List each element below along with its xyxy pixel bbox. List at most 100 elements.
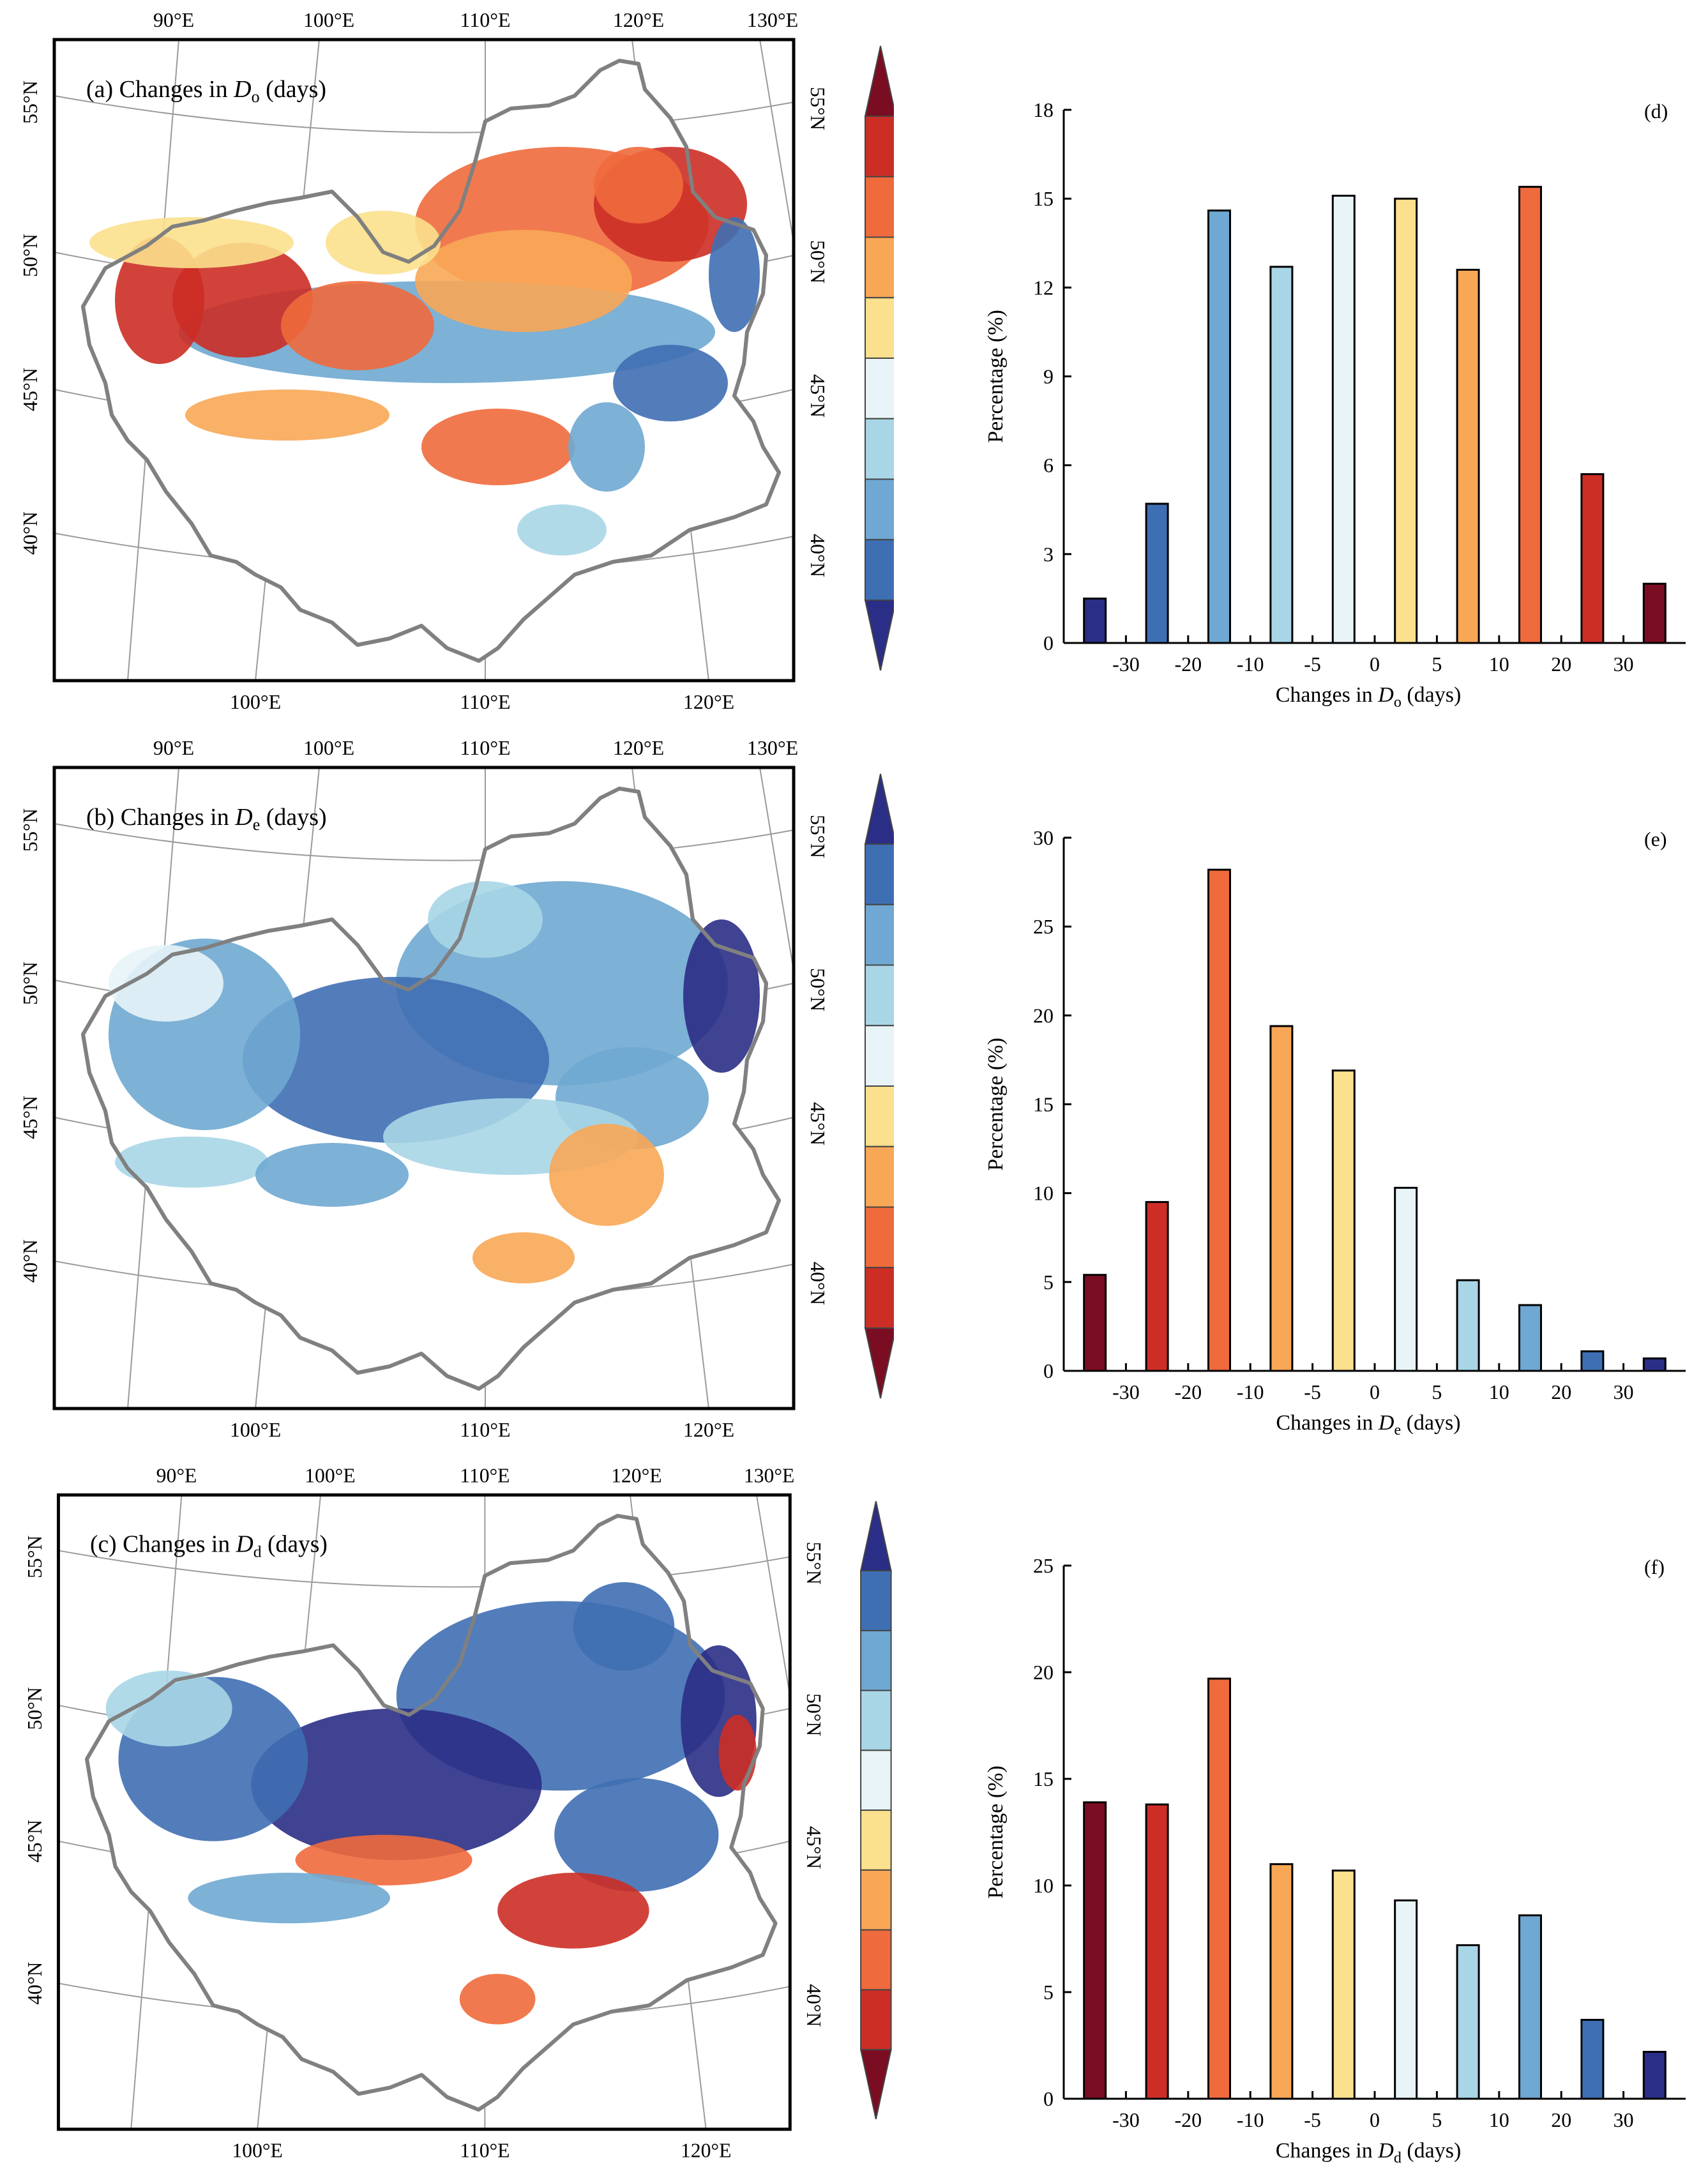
colorbar-segment [860, 1749, 892, 1811]
right-latitude-label: 45°N [803, 1826, 825, 1869]
color-patch [105, 1670, 232, 1747]
color-patch [415, 230, 632, 332]
left-latitude-label: 40°N [19, 1239, 42, 1283]
top-longitude-label: 120°E [613, 8, 664, 31]
x-tick-label: -5 [1304, 1380, 1321, 1403]
colorbar-bottom-triangle [864, 600, 894, 671]
color-patch [89, 217, 294, 268]
right-latitude-label: 50°N [806, 968, 829, 1011]
x-tick-label: 10 [1489, 2108, 1509, 2131]
y-tick-label: 6 [1043, 454, 1054, 477]
color-patch [251, 1708, 542, 1861]
color-patch [172, 243, 313, 358]
histogram-panel-d: 0 3 6 9 12 15 18 -30 -20 -10 -5 0 5 10 20 30 (d) Percenta… [984, 98, 1686, 711]
top-longitude-label: 90°E [153, 8, 194, 31]
bar-3 [1269, 1025, 1294, 1372]
top-longitude-label: 130°E [747, 8, 798, 31]
top-longitude-label: 90°E [153, 736, 194, 759]
map-group: (b) Changes in De (days) 90°E 100°E 110°E 12… [19, 736, 894, 1441]
parallel-line [54, 95, 794, 133]
x-tick-label: 5 [1432, 1380, 1442, 1403]
colorbar-segment [865, 964, 894, 1027]
top-longitude-label: 130°E [744, 1465, 794, 1487]
left-latitude-label: 50°N [19, 234, 42, 277]
panel-label: (a) Changes in Do (days) [86, 76, 326, 106]
meridian-line [755, 1495, 791, 1696]
colorbar-segment [865, 1085, 894, 1147]
color-patch [709, 217, 760, 332]
colorbar-top-triangle [864, 45, 894, 117]
bar-5 [1394, 1186, 1418, 1372]
bar-5 [1394, 1899, 1418, 2100]
x-tick-label: 10 [1489, 653, 1509, 676]
bar-9 [1642, 1357, 1666, 1372]
parallel-line [54, 823, 794, 861]
x-tick-label: -30 [1112, 653, 1140, 676]
colorbar-segment [865, 236, 894, 299]
bottom-longitude-label: 100°E [232, 2139, 282, 2161]
bar-2 [1207, 868, 1231, 1372]
bar-8 [1580, 2018, 1605, 2100]
bottom-longitude-label: 110°E [460, 690, 510, 713]
right-latitude-label: 45°N [806, 374, 829, 418]
color-patch [185, 389, 389, 441]
panel-label: (e) [1644, 827, 1667, 850]
color-patch [568, 402, 645, 492]
colorbar-bottom-triangle [859, 2049, 892, 2120]
color-patch [613, 345, 728, 421]
top-longitude-label: 100°E [303, 736, 354, 759]
map-group: (a) Changes in Do (days) 90°E 100°E 110°E 12… [19, 8, 894, 713]
bar-1 [1145, 502, 1169, 644]
left-latitude-label: 45°N [19, 1096, 42, 1139]
y-tick-label: 25 [1033, 915, 1054, 938]
map-frame [56, 1493, 792, 2131]
left-latitude-label: 45°N [24, 1820, 46, 1862]
left-latitude-label: 45°N [19, 368, 42, 411]
study-region-outline [81, 59, 781, 663]
colorbar-segment [860, 1869, 892, 1931]
x-tick-label: 5 [1432, 653, 1442, 676]
bottom-longitude-label: 110°E [460, 1418, 510, 1441]
color-patch [549, 1124, 664, 1226]
x-tick-label: 20 [1551, 2108, 1571, 2131]
top-longitude-label: 90°E [156, 1465, 197, 1487]
colorbar-segment [860, 1629, 892, 1691]
right-latitude-label: 55°N [806, 87, 829, 130]
colorbar-segment [865, 1025, 894, 1087]
right-latitude-label: 55°N [806, 815, 829, 858]
x-tick-label: -20 [1174, 2108, 1202, 2131]
bar-9 [1642, 2051, 1666, 2100]
left-latitude-label: 55°N [19, 80, 42, 124]
left-latitude-label: 55°N [19, 808, 42, 852]
bar-4 [1331, 1069, 1356, 1372]
bar-8 [1580, 1350, 1605, 1372]
y-tick-label: 20 [1033, 1661, 1054, 1684]
colorbar-segment [860, 1989, 892, 2051]
colorbar-segment [865, 478, 894, 541]
bar-0 [1083, 597, 1107, 644]
y-tick-label: 9 [1043, 365, 1054, 388]
color-patch [497, 1873, 649, 1949]
study-region-outline [81, 787, 781, 1391]
panel-label: (d) [1644, 100, 1668, 123]
bar-9 [1642, 582, 1666, 644]
color-patch [421, 409, 575, 485]
bar-1 [1145, 1803, 1169, 2100]
y-tick-label: 5 [1043, 1271, 1054, 1294]
left-latitude-label: 50°N [19, 962, 42, 1005]
color-patch [281, 281, 434, 370]
colorbar-segment [865, 418, 894, 480]
map-group: (c) Changes in Dd (days) 90°E 100°E 110°E 12… [24, 1465, 892, 2161]
bar-1 [1145, 1201, 1169, 1372]
color-patch [594, 147, 683, 223]
color-patch [459, 1974, 536, 2025]
right-latitude-label: 40°N [806, 1262, 829, 1305]
x-axis-label: Changes in De (days) [1276, 1411, 1460, 1439]
colorbar-segment [865, 176, 894, 238]
bar-6 [1456, 1944, 1480, 2100]
colorbar-bottom-triangle [864, 1327, 894, 1399]
colorbar-segment [865, 1267, 894, 1329]
chart-group: 0 3 6 9 12 15 18 -30 -20 -10 -5 0 5 10 20 30 (d) Percenta… [984, 98, 1686, 711]
bar-7 [1518, 186, 1542, 644]
x-tick-label: -20 [1174, 653, 1202, 676]
